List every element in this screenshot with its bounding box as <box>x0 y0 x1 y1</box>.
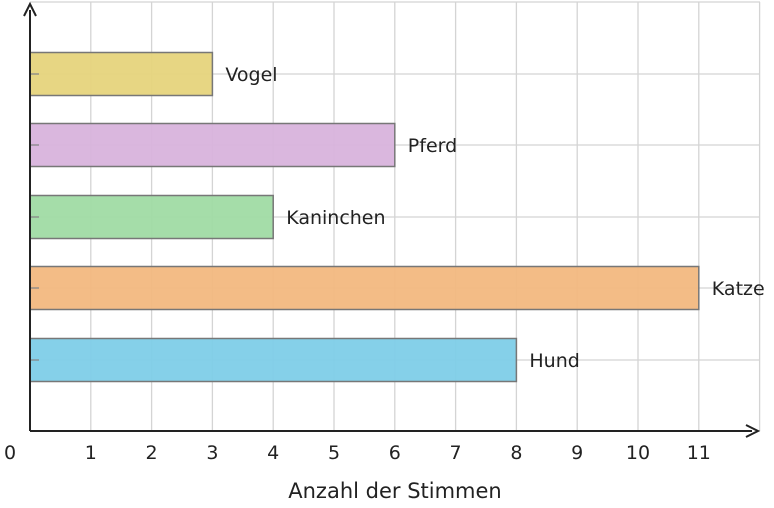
x-tick-labels: 0 1 2 3 4 5 6 7 8 9 10 11 <box>4 442 711 464</box>
bar-label-pferd: Pferd <box>408 135 457 157</box>
axes-group <box>23 1 761 438</box>
bar-pferd <box>29 122 396 168</box>
bar-label-kaninchen: Kaninchen <box>286 207 385 229</box>
x-tick-label: 6 <box>389 442 401 464</box>
x-tick-label: 8 <box>510 442 522 464</box>
bar-kaninchen <box>29 194 274 240</box>
x-tick-label: 7 <box>450 442 462 464</box>
bar-label-vogel: Vogel <box>225 64 277 86</box>
x-tick-label: 1 <box>85 442 97 464</box>
x-tick-label: 4 <box>267 442 279 464</box>
bar-katze <box>29 265 700 311</box>
bar-labels: Hund Katze Kaninchen Pferd Vogel <box>225 64 764 372</box>
x-axis-arrow <box>745 424 761 438</box>
y-axis-arrow <box>23 1 37 17</box>
bar-hund <box>29 337 518 383</box>
x-tick-label: 0 <box>4 442 16 464</box>
x-tick-label: 5 <box>328 442 340 464</box>
x-tick-label: 11 <box>687 442 711 464</box>
bar-label-hund: Hund <box>529 350 579 372</box>
bars-group <box>29 51 700 383</box>
x-tick-label: 3 <box>206 442 218 464</box>
x-tick-label: 9 <box>571 442 583 464</box>
x-tick-label: 10 <box>626 442 650 464</box>
bar-vogel <box>29 51 214 97</box>
x-axis-label: Anzahl der Stimmen <box>288 479 502 503</box>
x-tick-label: 2 <box>146 442 158 464</box>
bar-label-katze: Katze <box>712 278 765 300</box>
